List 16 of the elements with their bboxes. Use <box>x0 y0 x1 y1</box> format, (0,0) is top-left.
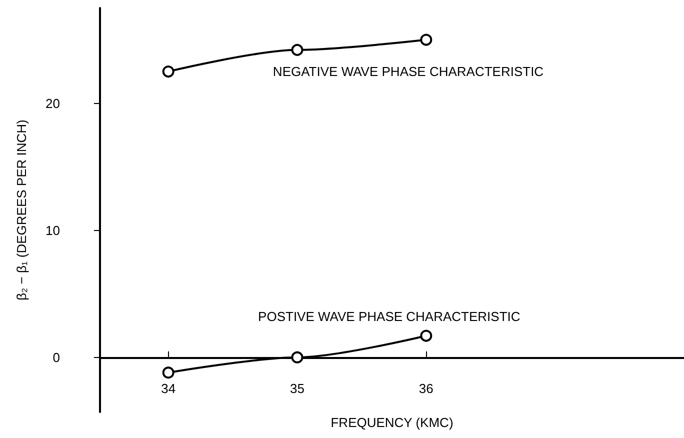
point <box>291 44 304 56</box>
y-tick-label: 0 <box>52 350 60 365</box>
point <box>420 34 432 46</box>
point <box>162 66 174 78</box>
y-tick-label: 10 <box>46 222 60 238</box>
x-tick-label: 34 <box>161 381 176 396</box>
series-label: NEGATIVE WAVE PHASE CHARACTERISTIC <box>272 64 544 79</box>
point <box>162 366 174 379</box>
text: POSTIVE WAVE PHASE CHARACTERISTIC <box>258 308 520 324</box>
point <box>420 330 432 342</box>
y-axis-title: β₂ − β₁ (DEGREES PER INCH) <box>14 120 29 300</box>
point <box>291 351 304 364</box>
x-tick-label: 35 <box>290 381 304 396</box>
x-axis-title: FREQUENCY (KMC) <box>330 415 454 430</box>
x-tick-label: 36 <box>418 381 434 396</box>
y-tick-label: 20 <box>46 96 60 111</box>
